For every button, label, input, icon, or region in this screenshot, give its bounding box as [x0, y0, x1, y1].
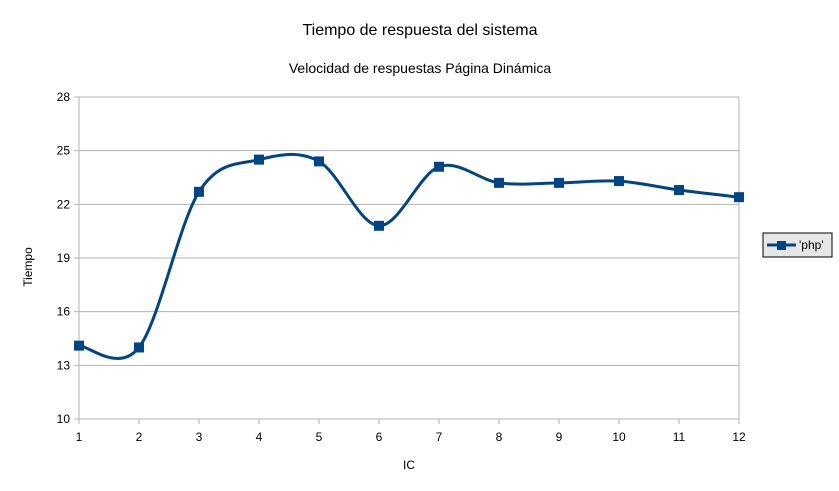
- data-point: [614, 176, 624, 187]
- data-point: [734, 192, 744, 203]
- x-tick-label: 8: [496, 430, 503, 444]
- series-line: [77, 152, 741, 360]
- data-point: [434, 161, 444, 172]
- data-point: [494, 177, 504, 188]
- x-axis-label: IC: [403, 458, 415, 472]
- x-tick-label: 10: [612, 430, 626, 444]
- data-point: [314, 156, 324, 167]
- series-layer: [74, 152, 744, 360]
- x-tick-label: 2: [136, 430, 143, 444]
- data-point: [194, 186, 204, 197]
- legend-marker: [777, 241, 786, 250]
- y-tick-label: 10: [57, 412, 71, 426]
- y-tick-label: 13: [57, 358, 71, 372]
- chart-subtitle: Velocidad de respuestas Página Dinámica: [289, 60, 551, 76]
- data-point: [374, 220, 384, 231]
- y-tick-label: 22: [57, 197, 71, 211]
- x-axis-ticks: 1 2 3 4 5 6 7 8 9 10 11 12: [76, 419, 746, 444]
- y-tick-label: 25: [57, 144, 71, 158]
- data-point: [254, 154, 264, 165]
- grid-lines: [79, 96, 739, 420]
- y-tick-label: 19: [57, 251, 71, 265]
- legend: 'php': [762, 232, 833, 258]
- y-tick-label: 16: [57, 305, 71, 319]
- x-tick-label: 1: [76, 430, 83, 444]
- y-axis-label: Tiempo: [21, 247, 35, 287]
- x-tick-label: 12: [732, 430, 746, 444]
- legend-label: 'php': [799, 238, 824, 252]
- data-point: [74, 340, 84, 351]
- x-tick-label: 4: [256, 430, 263, 444]
- data-point: [554, 177, 564, 188]
- x-tick-label: 6: [376, 430, 383, 444]
- chart-title: Tiempo de respuesta del sistema: [302, 22, 537, 39]
- x-tick-label: 9: [556, 430, 563, 444]
- x-tick-label: 5: [316, 430, 323, 444]
- data-point: [134, 342, 144, 353]
- x-tick-label: 3: [196, 430, 203, 444]
- x-tick-label: 7: [436, 430, 443, 444]
- y-axis-ticks: 10 13 16 19 22 25 28: [57, 90, 79, 426]
- x-tick-label: 11: [673, 430, 686, 444]
- legend-box: [762, 232, 833, 258]
- y-tick-label: 28: [57, 90, 71, 104]
- data-point: [674, 185, 684, 196]
